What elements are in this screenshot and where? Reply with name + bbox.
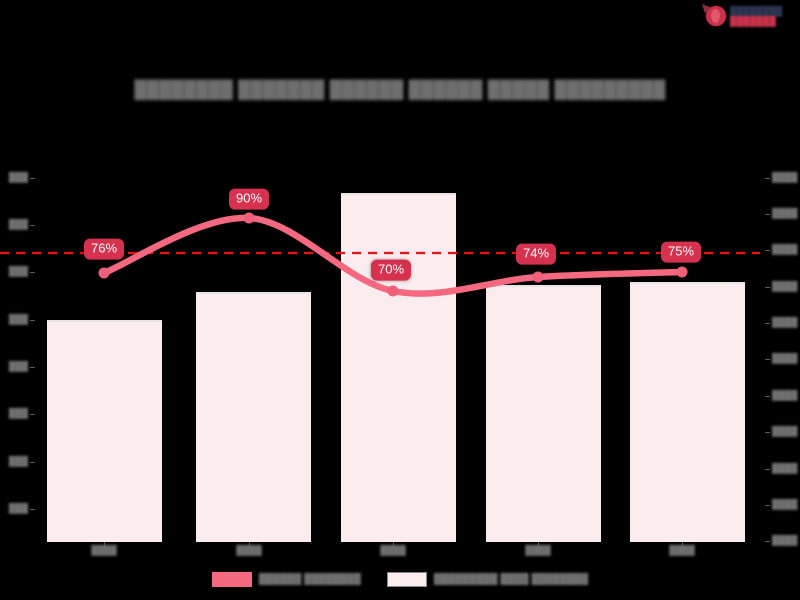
right-axis-tick xyxy=(765,323,770,324)
x-axis-tick xyxy=(538,542,539,547)
left-axis-label-1: ███ xyxy=(8,172,28,182)
right-axis-label-4: ████ xyxy=(772,281,798,291)
left-axis-label-4: ███ xyxy=(8,314,28,324)
left-axis-label-6: ███ xyxy=(8,408,28,418)
line-marker-4[interactable] xyxy=(532,271,544,283)
x-axis-label-3: ████ xyxy=(380,545,406,555)
bar-4[interactable] xyxy=(486,285,601,542)
left-axis-tick xyxy=(30,462,35,463)
x-axis-label-1: ████ xyxy=(91,545,117,555)
x-axis-tick xyxy=(104,542,105,547)
right-axis-label-3: ████ xyxy=(772,244,798,254)
right-axis-tick xyxy=(765,396,770,397)
line-marker-3[interactable] xyxy=(387,285,399,297)
right-axis-tick xyxy=(765,359,770,360)
right-axis-tick xyxy=(765,250,770,251)
chart-title: ████████ ███████ ██████ ██████ █████ ███… xyxy=(134,80,666,99)
x-axis-label-4: ████ xyxy=(525,545,551,555)
left-axis-label-2: ███ xyxy=(8,219,28,229)
right-axis-label-5: ████ xyxy=(772,317,798,327)
data-label-1: 76% xyxy=(83,238,125,260)
right-axis-tick xyxy=(765,214,770,215)
logo-mark-icon xyxy=(706,6,726,26)
legend-swatch-1 xyxy=(211,572,252,587)
left-axis-tick xyxy=(30,272,35,273)
left-axis-tick xyxy=(30,225,35,226)
right-axis-label-1: ████ xyxy=(772,172,798,182)
x-axis-tick xyxy=(393,542,394,547)
left-axis-label-3: ███ xyxy=(8,266,28,276)
right-axis-tick xyxy=(765,541,770,542)
left-axis-label-7: ███ xyxy=(8,456,28,466)
right-axis-label-8: ████ xyxy=(772,426,798,436)
bar-2[interactable] xyxy=(196,292,311,542)
right-axis-label-2: ████ xyxy=(772,208,798,218)
right-axis-label-9: ████ xyxy=(772,463,798,473)
data-label-5: 75% xyxy=(660,241,702,263)
bar-5[interactable] xyxy=(630,282,745,542)
logo-wordmark: ████████ ███████ xyxy=(730,5,783,26)
x-axis-tick xyxy=(682,542,683,547)
left-axis-tick xyxy=(30,509,35,510)
right-axis-label-11: ████ xyxy=(772,535,798,545)
left-axis-tick xyxy=(30,414,35,415)
left-axis-label-5: ███ xyxy=(8,361,28,371)
legend-swatch-2 xyxy=(386,572,427,587)
legend-item-2[interactable]: █████████ ████ ████████ xyxy=(386,572,589,587)
line-marker-5[interactable] xyxy=(676,266,688,278)
line-series-markers xyxy=(98,212,688,297)
right-axis-tick xyxy=(765,432,770,433)
logo-line-1: ████████ xyxy=(730,5,783,16)
legend-label-2: █████████ ████ ████████ xyxy=(433,574,589,585)
x-axis-tick xyxy=(249,542,250,547)
x-axis-label-2: ████ xyxy=(236,545,262,555)
left-axis-tick xyxy=(30,367,35,368)
left-axis-label-8: ███ xyxy=(8,503,28,513)
legend-item-1[interactable]: ██████ ████████ xyxy=(211,572,361,587)
right-axis-tick xyxy=(765,287,770,288)
bar-1[interactable] xyxy=(47,320,162,542)
data-label-2: 90% xyxy=(228,188,270,210)
data-label-3: 70% xyxy=(370,259,412,281)
line-marker-2[interactable] xyxy=(243,212,255,224)
right-axis-label-7: ████ xyxy=(772,390,798,400)
line-series-path xyxy=(100,214,686,297)
logo-line-2: ███████ xyxy=(730,15,777,26)
bar-3[interactable] xyxy=(341,193,456,542)
right-axis-label-6: ████ xyxy=(772,353,798,363)
right-axis-tick xyxy=(765,469,770,470)
brand-logo: ████████ ███████ xyxy=(706,3,794,29)
left-axis-tick xyxy=(30,320,35,321)
x-axis-label-5: ████ xyxy=(669,545,695,555)
legend-label-1: ██████ ████████ xyxy=(258,574,361,585)
left-axis-tick xyxy=(30,178,35,179)
right-axis-tick xyxy=(765,178,770,179)
right-axis-tick xyxy=(765,505,770,506)
line-marker-1[interactable] xyxy=(98,267,110,279)
data-label-4: 74% xyxy=(515,243,557,265)
right-axis-label-10: ████ xyxy=(772,499,798,509)
chart-legend: ██████ ████████ █████████ ████ ████████ xyxy=(0,572,800,587)
